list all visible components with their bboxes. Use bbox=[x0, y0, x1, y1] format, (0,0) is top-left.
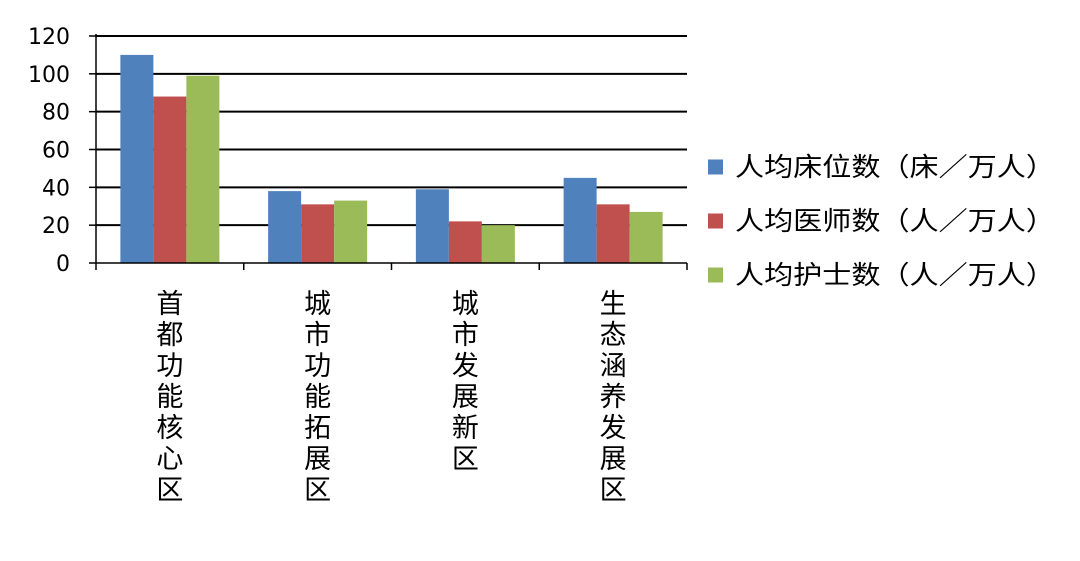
x-category-label-char: 发 bbox=[600, 413, 627, 444]
legend-label: 人均床位数（床／万人） bbox=[735, 153, 1055, 183]
y-tick-label: 80 bbox=[42, 101, 70, 126]
bar bbox=[120, 54, 154, 263]
legend-label: 人均医师数（人／万人） bbox=[735, 207, 1055, 237]
x-category-label-char: 生 bbox=[600, 289, 627, 320]
bar bbox=[268, 191, 302, 263]
x-category-label-char: 区 bbox=[304, 475, 331, 506]
x-category-label-char: 展 bbox=[600, 444, 627, 475]
y-tick-label: 20 bbox=[42, 214, 70, 239]
y-tick-label: 120 bbox=[28, 25, 70, 50]
bar bbox=[481, 225, 515, 263]
x-category-label-char: 城 bbox=[452, 289, 479, 320]
x-category-label-char: 态 bbox=[600, 320, 627, 351]
axes bbox=[89, 34, 688, 270]
x-category-label-char: 涵 bbox=[600, 351, 627, 382]
bar bbox=[153, 96, 187, 264]
bar bbox=[629, 211, 663, 263]
legend: 人均床位数（床／万人） 人均医师数（人／万人） 人均护士数（人／万人） bbox=[708, 153, 1055, 291]
x-category-label-char: 市 bbox=[304, 320, 331, 351]
y-tick-label: 100 bbox=[28, 63, 70, 88]
legend-swatch bbox=[708, 213, 723, 229]
x-category-label-char: 区 bbox=[600, 475, 627, 506]
x-category-label-char: 功 bbox=[304, 351, 331, 382]
x-category-label-char: 新 bbox=[452, 413, 479, 444]
x-category-label-char: 养 bbox=[600, 382, 627, 413]
bars bbox=[120, 54, 663, 264]
x-category-label-char: 拓 bbox=[304, 413, 331, 444]
bar bbox=[596, 204, 630, 263]
x-category-label-char: 发 bbox=[452, 351, 479, 382]
x-category-label-char: 功 bbox=[156, 351, 183, 382]
legend-label: 人均护士数（人／万人） bbox=[735, 261, 1055, 291]
x-category-label-char: 心 bbox=[156, 444, 183, 475]
x-category-label-char: 市 bbox=[452, 320, 479, 351]
y-tick-label: 60 bbox=[42, 139, 70, 164]
bar bbox=[448, 221, 482, 263]
x-category-label-char: 城 bbox=[304, 289, 331, 320]
bar bbox=[415, 189, 449, 263]
legend-swatch bbox=[708, 159, 723, 175]
x-category-label-char: 都 bbox=[156, 320, 183, 351]
x-category-label-char: 区 bbox=[156, 475, 183, 506]
bar bbox=[186, 75, 220, 263]
x-category-label-char: 展 bbox=[304, 444, 331, 475]
x-category-label-char: 能 bbox=[156, 382, 183, 413]
x-category-label-char: 首 bbox=[156, 289, 183, 320]
y-tick-label: 40 bbox=[42, 176, 70, 201]
x-category-label-char: 核 bbox=[156, 413, 183, 444]
x-category-label-char: 区 bbox=[452, 444, 479, 475]
bar bbox=[301, 204, 335, 263]
legend-swatch bbox=[708, 267, 723, 283]
y-tick-label: 0 bbox=[56, 252, 70, 277]
x-category-label-char: 展 bbox=[452, 382, 479, 413]
y-tick-labels: 0 20 40 60 80 100 120 bbox=[28, 25, 70, 277]
x-category-label-char: 能 bbox=[304, 382, 331, 413]
bar bbox=[334, 200, 368, 263]
bar bbox=[563, 177, 597, 263]
